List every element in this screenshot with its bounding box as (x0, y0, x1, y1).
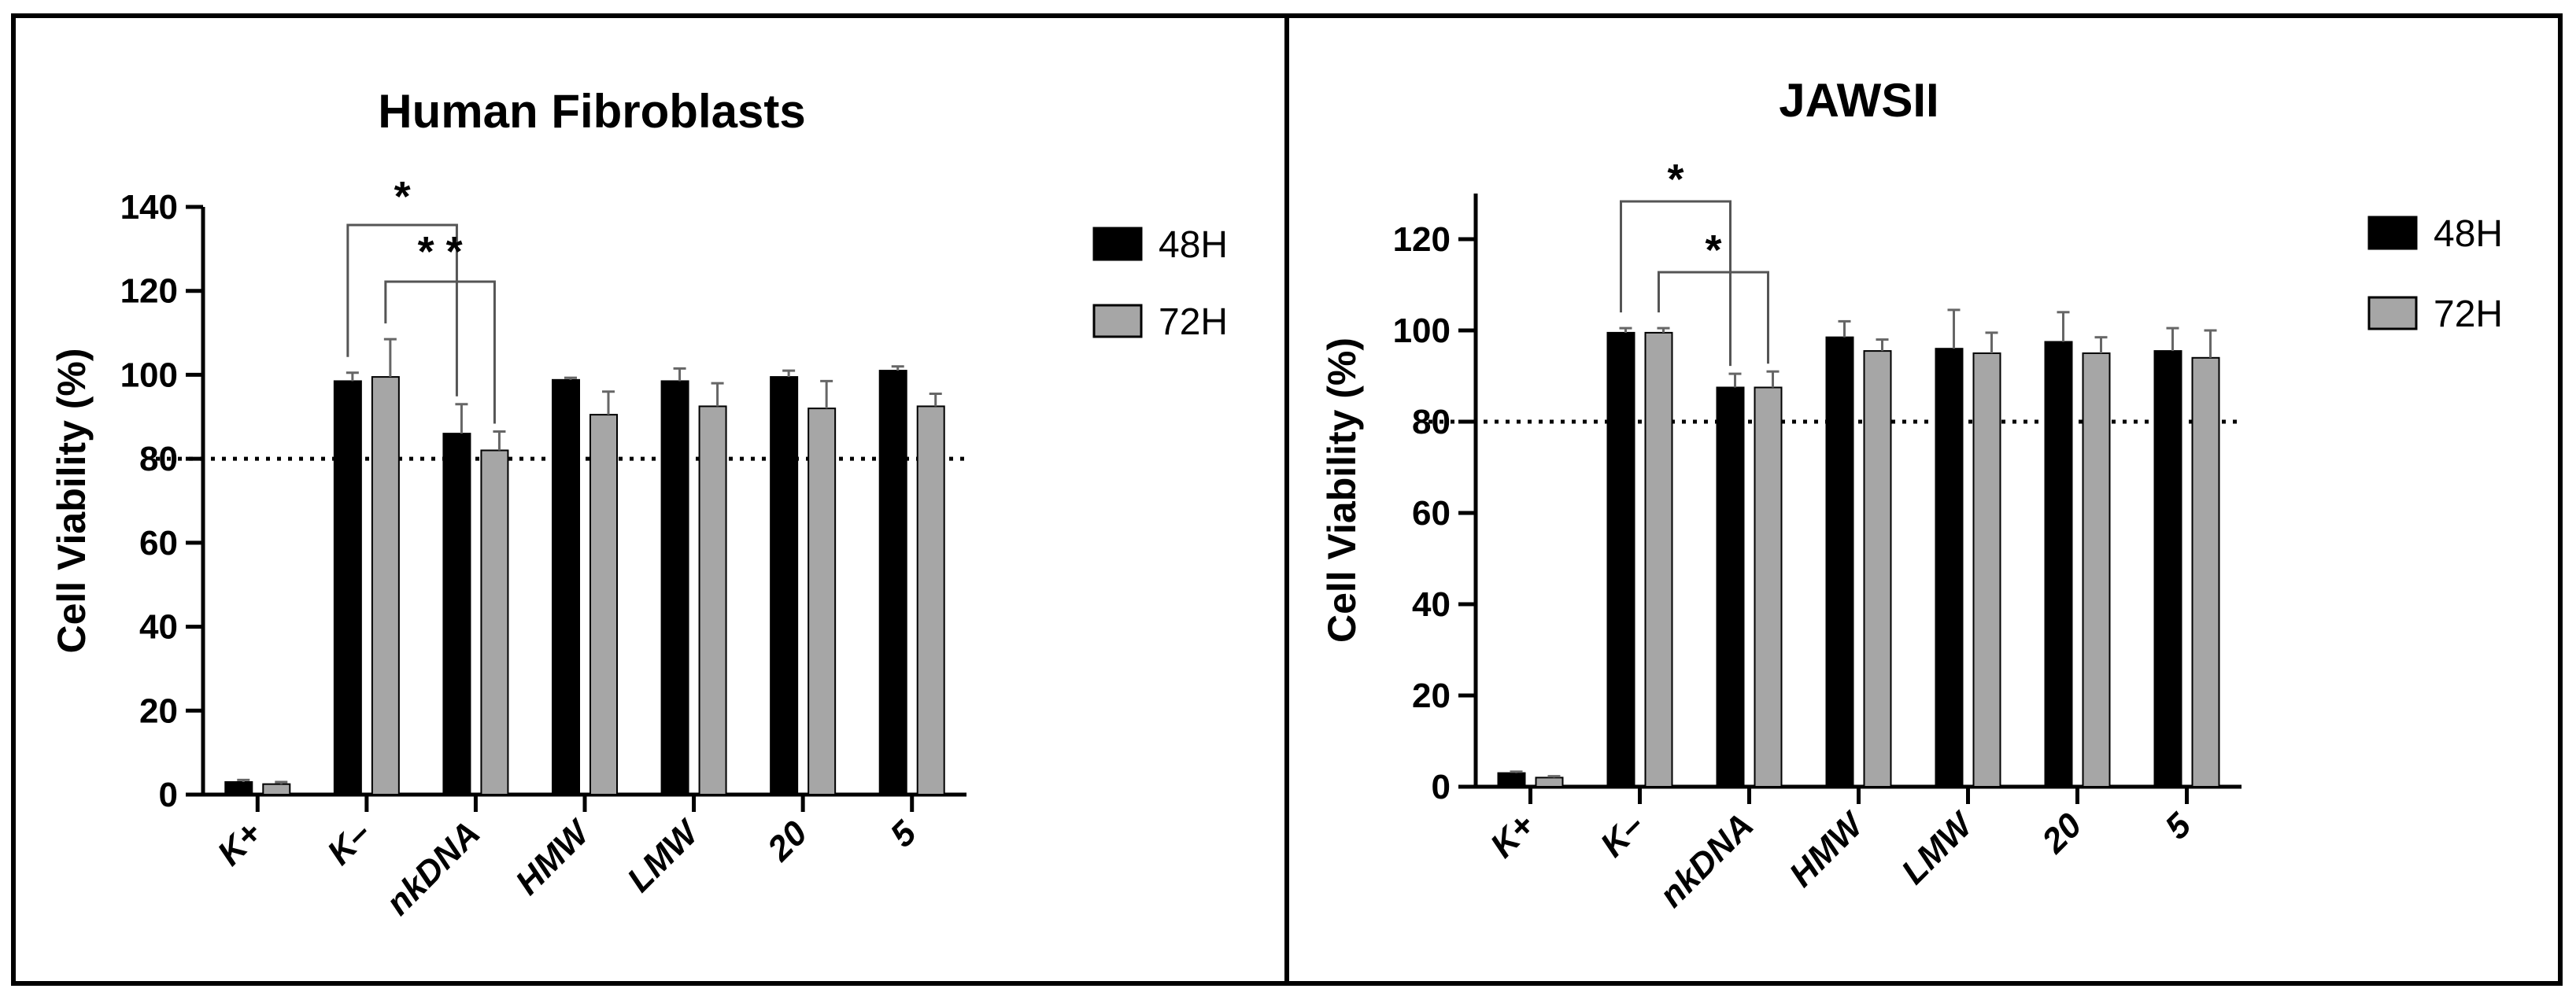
bar-48h-0 (224, 780, 253, 796)
legend-label: 72H (1159, 301, 1228, 343)
y-tick-label: 40 (139, 608, 178, 647)
y-axis-label: Cell Viability (%) (1320, 338, 1364, 643)
x-tick-label: 5 (883, 813, 924, 854)
legend-swatch-72h (1092, 304, 1143, 338)
bar-48h-2 (442, 433, 471, 796)
significance-star: * (394, 173, 411, 220)
significance-bracket (1658, 271, 1769, 364)
y-tick-label: 140 (120, 188, 178, 227)
chart-title: Human Fibroblasts (378, 85, 805, 138)
significance-star: * * (418, 228, 463, 275)
bar-72h-6 (2191, 356, 2220, 788)
panel-right-border (1284, 13, 2563, 986)
bar-48h-5 (770, 376, 799, 795)
x-tick-label: 5 (2158, 806, 2199, 847)
x-tick-label: HMW (508, 812, 599, 902)
legend-label: 48H (1159, 224, 1228, 266)
legend-label: 72H (2434, 293, 2503, 335)
y-tick-label: 20 (1412, 677, 1451, 715)
bar-48h-3 (1825, 336, 1854, 788)
x-tick-label: LMW (620, 812, 708, 899)
x-tick-label: 20 (2035, 806, 2090, 861)
bar-48h-4 (660, 380, 689, 795)
y-tick-label: 40 (1412, 585, 1451, 624)
bar-72h-3 (1863, 350, 1892, 788)
x-tick-label: nkDNA (379, 813, 487, 922)
legend-label: 48H (2434, 213, 2503, 255)
x-tick-label: K+ (1483, 806, 1542, 865)
significance-bracket (346, 223, 458, 397)
bar-48h-6 (2153, 350, 2182, 788)
bar-72h-0 (1535, 777, 1564, 788)
bar-48h-1 (333, 380, 362, 795)
bar-48h-3 (552, 378, 580, 795)
x-tick-label: HMW (1782, 804, 1872, 895)
y-tick-label: 20 (139, 692, 178, 730)
bar-48h-5 (2044, 341, 2073, 788)
legend-swatch-48h (2367, 216, 2418, 250)
significance-bracket (1620, 200, 1732, 367)
bar-48h-2 (1716, 386, 1745, 788)
bar-48h-0 (1497, 772, 1526, 788)
y-tick-label: 0 (1432, 768, 1451, 806)
y-axis-label: Cell Viability (%) (50, 348, 94, 653)
bar-72h-0 (262, 783, 291, 795)
bar-72h-4 (1972, 352, 2001, 788)
y-tick-label: 100 (1393, 312, 1451, 350)
bar-48h-1 (1606, 331, 1635, 788)
x-tick-label: K– (1593, 806, 1651, 864)
legend-swatch-48h (1092, 227, 1143, 261)
y-tick-label: 60 (1412, 494, 1451, 533)
x-tick-label: nkDNA (1652, 806, 1761, 914)
legend-swatch-72h (2367, 296, 2418, 330)
chart-title: JAWSII (1779, 74, 1938, 127)
y-tick-label: 0 (159, 776, 178, 814)
bar-72h-1 (371, 376, 400, 795)
bar-72h-4 (698, 405, 727, 795)
significance-star: * (1667, 156, 1683, 203)
x-tick-label: LMW (1894, 804, 1982, 891)
bar-48h-4 (1935, 348, 1964, 788)
y-tick-label: 120 (1393, 220, 1451, 259)
y-tick-label: 100 (120, 356, 178, 394)
chart-human-fibroblasts: Human Fibroblasts Cell Viability (%) 0 20 40… (50, 85, 1228, 923)
bar-72h-3 (589, 414, 618, 795)
bar-72h-1 (1644, 331, 1673, 788)
x-tick-label: K+ (210, 813, 269, 872)
bar-72h-5 (808, 408, 837, 795)
bar-72h-2 (480, 449, 509, 795)
bar-72h-5 (2082, 352, 2111, 788)
y-tick-label: 60 (139, 524, 178, 563)
significance-star: * (1705, 227, 1721, 274)
x-tick-label: 20 (759, 813, 815, 869)
bar-72h-2 (1754, 386, 1783, 788)
bar-48h-6 (878, 370, 907, 796)
y-tick-label: 120 (120, 272, 178, 311)
significance-bracket (384, 280, 496, 424)
x-tick-label: K– (320, 813, 379, 872)
bar-72h-6 (916, 405, 945, 795)
